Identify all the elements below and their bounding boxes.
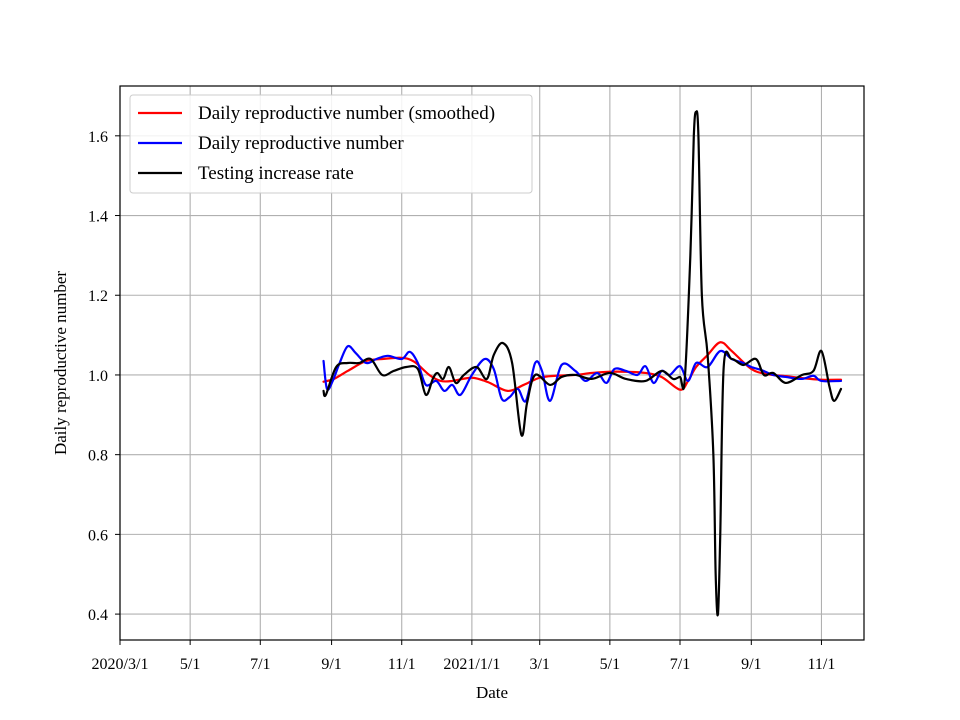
legend-box: [129, 94, 533, 194]
y-tick-label: 1.6: [88, 129, 108, 146]
x-axis-label: Date: [476, 683, 508, 702]
y-tick-label: 1.0: [88, 368, 108, 385]
legend: Daily reproductive number (smoothed) Dail…: [129, 94, 533, 194]
y-tick-label: 0.6: [88, 527, 108, 544]
y-tick-label: 1.4: [88, 209, 108, 226]
testing-increase-rate-line: [322, 110, 843, 617]
x-tick-label: 7/1: [250, 656, 270, 673]
legend-entry-label: Testing increase rate: [198, 163, 354, 184]
x-tick-label: 5/1: [600, 656, 620, 673]
x-tick-label: 7/1: [670, 656, 690, 673]
legend-entry-label: Daily reproductive number (smoothed): [198, 103, 495, 124]
y-tick-label: 0.4: [88, 607, 108, 624]
x-tick-label: 11/1: [808, 656, 836, 673]
y-axis-label: Daily reproductive number: [51, 271, 70, 455]
x-tick-label: 3/1: [529, 656, 549, 673]
x-tick-label: 9/1: [321, 656, 341, 673]
plot-area-frame: [119, 85, 865, 641]
x-tick-label: 9/1: [741, 656, 761, 673]
smoothed-reproductive-number-line: [322, 341, 843, 393]
series-lines: [322, 110, 843, 617]
y-tick-label: 1.2: [88, 288, 108, 305]
legend-entry-label: Daily reproductive number: [198, 133, 404, 154]
axis-ticks: 2020/3/1 5/1 7/1 9/1 11/1 2021/1/1 3/1 5/1 7/1 9/…: [88, 129, 835, 673]
x-tick-label: 2021/1/1: [443, 656, 500, 673]
x-tick-label: 5/1: [180, 656, 200, 673]
y-tick-label: 0.8: [88, 448, 108, 465]
x-tick-label: 11/1: [388, 656, 416, 673]
x-tick-label: 2020/3/1: [92, 656, 149, 673]
